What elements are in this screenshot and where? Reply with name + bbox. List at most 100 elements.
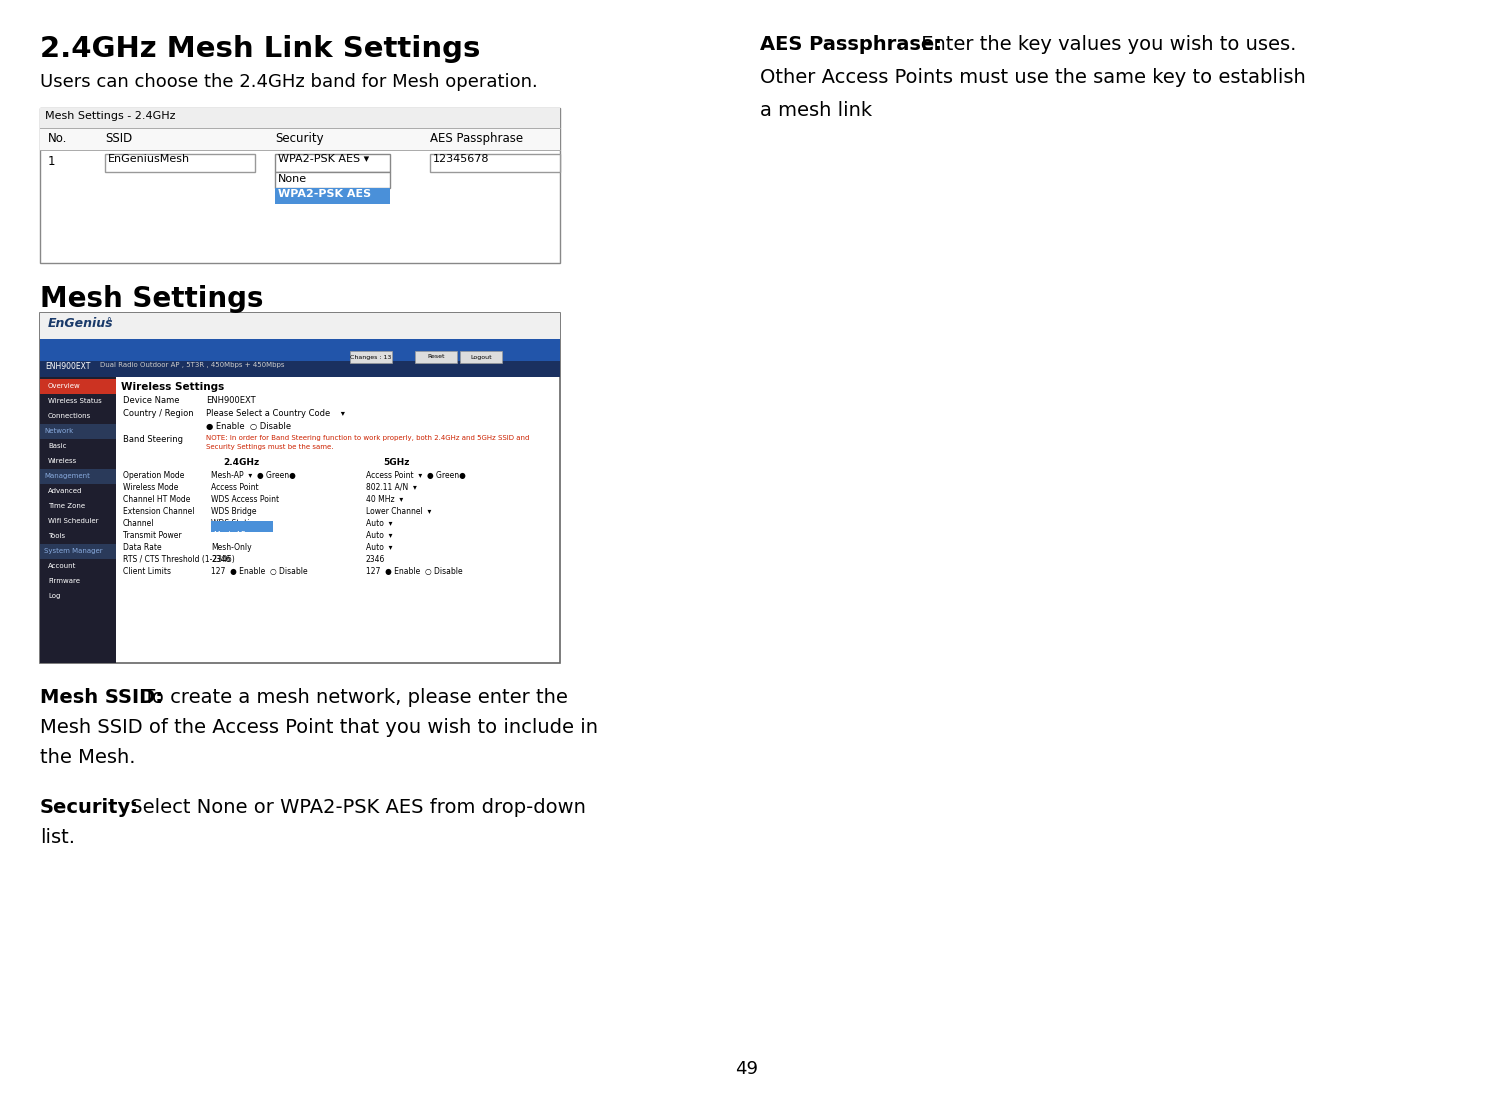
Text: Tools: Tools xyxy=(48,533,66,539)
Text: System Manager: System Manager xyxy=(43,548,103,554)
Text: Reset: Reset xyxy=(427,354,445,360)
Text: Auto  ▾: Auto ▾ xyxy=(366,543,393,552)
Text: None: None xyxy=(278,174,308,184)
Text: NOTE: In order for Band Steering function to work properly, both 2.4GHz and 5GHz: NOTE: In order for Band Steering functio… xyxy=(206,435,529,441)
Text: Transmit Power: Transmit Power xyxy=(123,531,182,540)
Text: WPA2-PSK AES: WPA2-PSK AES xyxy=(278,189,371,199)
Text: WPA2-PSK AES ▾: WPA2-PSK AES ▾ xyxy=(278,154,369,164)
Text: WDS Access Point: WDS Access Point xyxy=(211,495,279,504)
Text: Channel HT Mode: Channel HT Mode xyxy=(123,495,190,504)
Text: Mesh SSID:: Mesh SSID: xyxy=(40,688,163,707)
Bar xyxy=(40,544,117,559)
Text: Wifi Scheduler: Wifi Scheduler xyxy=(48,518,99,524)
Text: Time Zone: Time Zone xyxy=(48,503,85,508)
Text: RTS / CTS Threshold (1-2346): RTS / CTS Threshold (1-2346) xyxy=(123,555,235,564)
Text: 40 MHz  ▾: 40 MHz ▾ xyxy=(366,495,403,504)
Bar xyxy=(40,108,560,263)
Text: 12345678: 12345678 xyxy=(433,154,490,164)
Bar xyxy=(275,154,390,172)
Text: Please Select a Country Code    ▾: Please Select a Country Code ▾ xyxy=(206,409,345,418)
Text: Advanced: Advanced xyxy=(48,488,82,494)
Text: Users can choose the 2.4GHz band for Mesh operation.: Users can choose the 2.4GHz band for Mes… xyxy=(40,73,538,92)
Text: Security:: Security: xyxy=(40,797,139,817)
Text: Management: Management xyxy=(43,473,90,479)
Text: Firmware: Firmware xyxy=(48,578,81,583)
Text: Client Limits: Client Limits xyxy=(123,567,170,576)
Bar xyxy=(40,469,117,484)
Text: Security: Security xyxy=(275,132,324,144)
Text: Wireless Settings: Wireless Settings xyxy=(121,382,224,392)
Bar xyxy=(40,108,560,128)
Text: Mesh Settings: Mesh Settings xyxy=(40,285,263,313)
Text: Access Point: Access Point xyxy=(211,483,258,492)
Text: 2346: 2346 xyxy=(366,555,385,564)
Text: WDS Station: WDS Station xyxy=(211,520,258,528)
Text: 5GHz: 5GHz xyxy=(382,458,409,467)
Text: Lower Channel  ▾: Lower Channel ▾ xyxy=(366,507,432,516)
Bar xyxy=(430,154,560,172)
Bar xyxy=(40,379,117,394)
Text: WDS Bridge: WDS Bridge xyxy=(211,507,257,516)
Text: Basic: Basic xyxy=(48,443,67,449)
Bar xyxy=(211,521,273,532)
Text: Changes : 13: Changes : 13 xyxy=(350,354,391,360)
Text: Data Rate: Data Rate xyxy=(123,543,161,552)
Text: AES Passphrase: AES Passphrase xyxy=(430,132,523,144)
Text: Band Steering: Band Steering xyxy=(123,435,182,445)
Text: Network: Network xyxy=(43,428,73,433)
Bar xyxy=(40,313,560,339)
Text: Extension Channel: Extension Channel xyxy=(123,507,194,516)
Text: Logout: Logout xyxy=(471,354,492,360)
Text: ENH900EXT: ENH900EXT xyxy=(206,396,255,405)
Text: 2.4GHz Mesh Link Settings: 2.4GHz Mesh Link Settings xyxy=(40,35,481,63)
Text: 2.4GHz: 2.4GHz xyxy=(223,458,258,467)
Text: 2346: 2346 xyxy=(211,555,230,564)
Text: Mesh-Only: Mesh-Only xyxy=(211,543,251,552)
Bar xyxy=(40,377,117,663)
Text: Channel: Channel xyxy=(123,520,154,528)
Text: Select None or WPA2-PSK AES from drop-down: Select None or WPA2-PSK AES from drop-do… xyxy=(124,797,586,817)
Bar xyxy=(275,172,390,188)
Text: Other Access Points must use the same key to establish: Other Access Points must use the same ke… xyxy=(760,68,1306,87)
Text: Dual Radio Outdoor AP , 5T3R , 450Mbps + 450Mbps: Dual Radio Outdoor AP , 5T3R , 450Mbps +… xyxy=(100,362,284,368)
Bar xyxy=(415,351,457,363)
Text: Mesh SSID of the Access Point that you wish to include in: Mesh SSID of the Access Point that you w… xyxy=(40,718,598,737)
Bar xyxy=(350,351,391,363)
Bar xyxy=(40,424,117,439)
Text: Access Point  ▾  ● Green●: Access Point ▾ ● Green● xyxy=(366,471,466,480)
Text: Mesh-AP: Mesh-AP xyxy=(214,531,245,540)
Text: No.: No. xyxy=(48,132,67,144)
Bar xyxy=(40,339,560,361)
Text: Account: Account xyxy=(48,563,76,569)
Text: Wireless: Wireless xyxy=(48,458,78,464)
Text: a mesh link: a mesh link xyxy=(760,101,872,120)
Text: Connections: Connections xyxy=(48,413,91,419)
Bar xyxy=(40,361,560,377)
Text: Operation Mode: Operation Mode xyxy=(123,471,184,480)
Text: Wireless Mode: Wireless Mode xyxy=(123,483,178,492)
Bar xyxy=(40,128,560,150)
Text: 1: 1 xyxy=(48,156,55,168)
Text: Auto  ▾: Auto ▾ xyxy=(366,531,393,540)
Text: EnGenius: EnGenius xyxy=(48,317,114,330)
Text: To create a mesh network, please enter the: To create a mesh network, please enter t… xyxy=(137,688,568,707)
Text: ENH900EXT: ENH900EXT xyxy=(45,362,90,371)
Text: Wireless Status: Wireless Status xyxy=(48,398,102,404)
Bar xyxy=(40,313,560,663)
Text: 802.11 A/N  ▾: 802.11 A/N ▾ xyxy=(366,483,417,492)
Text: Enter the key values you wish to uses.: Enter the key values you wish to uses. xyxy=(914,35,1297,54)
Text: Device Name: Device Name xyxy=(123,396,179,405)
Text: ● Enable  ○ Disable: ● Enable ○ Disable xyxy=(206,422,291,431)
Text: list.: list. xyxy=(40,828,75,847)
Text: AES Passphrase:: AES Passphrase: xyxy=(760,35,943,54)
Bar xyxy=(275,188,390,204)
Text: Mesh-AP  ▾  ● Green●: Mesh-AP ▾ ● Green● xyxy=(211,471,296,480)
Bar xyxy=(460,351,502,363)
Text: Security Settings must be the same.: Security Settings must be the same. xyxy=(206,445,333,450)
Text: the Mesh.: the Mesh. xyxy=(40,748,136,767)
Text: Country / Region: Country / Region xyxy=(123,409,194,418)
Text: 49: 49 xyxy=(735,1060,759,1078)
Text: Auto  ▾: Auto ▾ xyxy=(366,520,393,528)
Bar xyxy=(105,154,255,172)
Text: 127  ● Enable  ○ Disable: 127 ● Enable ○ Disable xyxy=(366,567,463,576)
